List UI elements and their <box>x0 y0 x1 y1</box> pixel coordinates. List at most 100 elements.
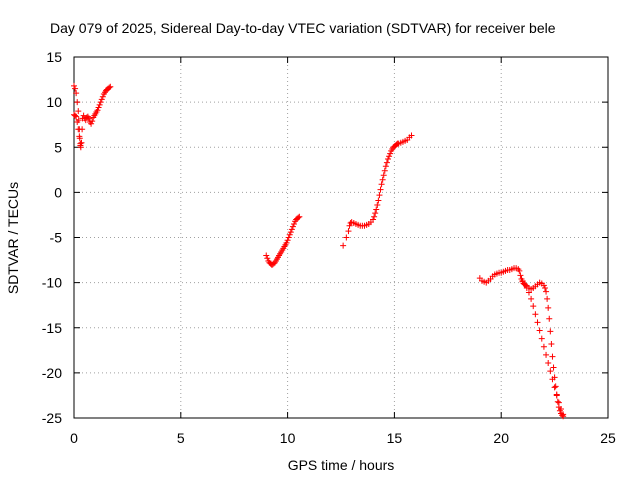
data-point <box>78 139 85 146</box>
data-point <box>73 90 80 97</box>
data-point <box>381 167 388 174</box>
data-point <box>82 117 89 124</box>
data-point <box>72 85 79 92</box>
data-point <box>522 282 529 289</box>
x-tick-label: 5 <box>177 430 185 446</box>
data-point <box>97 99 104 106</box>
data-point <box>288 226 295 233</box>
data-point <box>80 112 87 119</box>
y-tick-label: 15 <box>46 49 62 65</box>
data-point <box>547 368 554 375</box>
y-tick-label: -25 <box>42 410 62 426</box>
series-5 <box>476 265 567 420</box>
data-point <box>74 99 81 106</box>
data-point <box>296 213 303 220</box>
data-point <box>371 213 378 220</box>
data-point <box>541 285 548 292</box>
data-point <box>340 242 347 249</box>
data-point <box>549 353 556 360</box>
data-points <box>71 82 567 420</box>
data-point <box>289 223 296 230</box>
data-point <box>377 186 384 193</box>
data-point <box>346 222 353 229</box>
data-point <box>71 82 77 89</box>
data-point <box>408 132 415 139</box>
data-point <box>523 285 530 292</box>
data-point <box>287 229 294 236</box>
data-point <box>99 93 106 100</box>
data-point <box>525 289 532 296</box>
data-point <box>75 108 82 115</box>
x-tick-label: 0 <box>70 430 78 446</box>
data-point <box>540 282 547 289</box>
x-axis-label: GPS time / hours <box>288 457 395 473</box>
data-point <box>387 150 394 157</box>
data-point <box>551 384 558 391</box>
x-tick-label: 10 <box>280 430 296 446</box>
data-point <box>543 351 550 358</box>
data-point <box>264 255 271 262</box>
y-tick-label: 5 <box>54 139 62 155</box>
series-2 <box>71 111 84 147</box>
data-point <box>75 126 82 133</box>
plot-frame <box>73 56 609 419</box>
data-point <box>77 140 84 147</box>
data-point <box>545 359 552 366</box>
series-1 <box>71 82 114 151</box>
data-point <box>559 412 566 419</box>
data-point <box>73 113 80 120</box>
data-point <box>89 118 96 125</box>
data-point <box>88 120 95 127</box>
data-point <box>378 181 385 188</box>
data-point <box>343 234 350 241</box>
data-point <box>538 335 545 342</box>
data-point <box>96 101 103 108</box>
data-point <box>107 83 114 90</box>
data-point <box>530 303 537 310</box>
data-point <box>553 392 560 399</box>
data-point <box>372 210 379 217</box>
data-point <box>74 118 81 125</box>
data-point <box>106 84 113 91</box>
data-point <box>555 399 562 406</box>
y-tick-label: 0 <box>54 184 62 200</box>
data-point <box>284 237 291 244</box>
data-point <box>295 214 302 221</box>
series-4 <box>340 132 415 249</box>
data-point <box>528 295 535 302</box>
data-point <box>94 107 101 114</box>
x-tick-label: 25 <box>600 430 616 446</box>
data-point <box>95 104 102 111</box>
data-point <box>370 216 377 223</box>
data-point <box>384 155 391 162</box>
chart-title: Day 079 of 2025, Sidereal Day-to-day VTE… <box>50 20 556 36</box>
data-point <box>374 202 381 209</box>
data-point <box>516 267 523 274</box>
y-tick-label: 10 <box>46 94 62 110</box>
data-point <box>283 239 290 246</box>
x-tick-label: 20 <box>493 430 509 446</box>
data-point <box>548 340 555 347</box>
data-point <box>376 192 383 199</box>
data-point <box>386 153 393 160</box>
data-point <box>383 159 390 166</box>
y-tick-label: -10 <box>42 275 62 291</box>
data-point <box>547 328 554 335</box>
y-tick-labels: -25 -20 -15 -10 -5 0 5 10 15 <box>42 49 62 426</box>
series-6 <box>519 277 567 418</box>
data-point <box>546 315 553 322</box>
data-point <box>545 304 552 311</box>
data-point <box>375 197 382 204</box>
data-point <box>550 364 557 371</box>
data-point <box>544 295 551 302</box>
data-point <box>380 172 387 179</box>
data-point <box>532 311 539 318</box>
y-tick-label: -20 <box>42 365 62 381</box>
data-point <box>285 234 292 241</box>
data-point <box>543 288 550 295</box>
grid <box>74 57 608 418</box>
data-point <box>517 272 524 279</box>
data-point <box>554 398 561 405</box>
data-point <box>560 411 567 418</box>
data-point <box>345 228 352 235</box>
